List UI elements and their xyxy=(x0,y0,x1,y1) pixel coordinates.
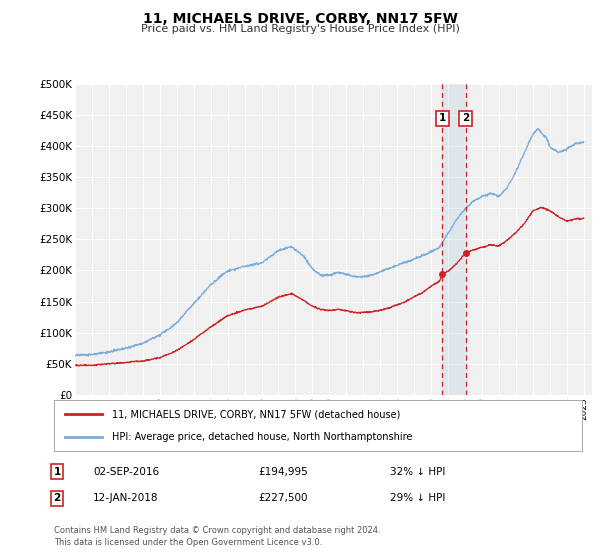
Text: 11, MICHAELS DRIVE, CORBY, NN17 5FW: 11, MICHAELS DRIVE, CORBY, NN17 5FW xyxy=(143,12,457,26)
Text: Contains HM Land Registry data © Crown copyright and database right 2024.
This d: Contains HM Land Registry data © Crown c… xyxy=(54,526,380,547)
Text: £194,995: £194,995 xyxy=(258,466,308,477)
Text: 2: 2 xyxy=(53,493,61,503)
Text: HPI: Average price, detached house, North Northamptonshire: HPI: Average price, detached house, Nort… xyxy=(112,432,412,442)
Text: 1: 1 xyxy=(439,113,446,123)
Text: Price paid vs. HM Land Registry's House Price Index (HPI): Price paid vs. HM Land Registry's House … xyxy=(140,24,460,34)
Bar xyxy=(442,84,466,395)
Text: 02-SEP-2016: 02-SEP-2016 xyxy=(93,466,159,477)
Text: 1: 1 xyxy=(53,466,61,477)
Text: 2: 2 xyxy=(462,113,469,123)
Text: 32% ↓ HPI: 32% ↓ HPI xyxy=(390,466,445,477)
Text: 11, MICHAELS DRIVE, CORBY, NN17 5FW (detached house): 11, MICHAELS DRIVE, CORBY, NN17 5FW (det… xyxy=(112,409,400,419)
Text: 29% ↓ HPI: 29% ↓ HPI xyxy=(390,493,445,503)
Text: 12-JAN-2018: 12-JAN-2018 xyxy=(93,493,158,503)
Text: £227,500: £227,500 xyxy=(258,493,308,503)
